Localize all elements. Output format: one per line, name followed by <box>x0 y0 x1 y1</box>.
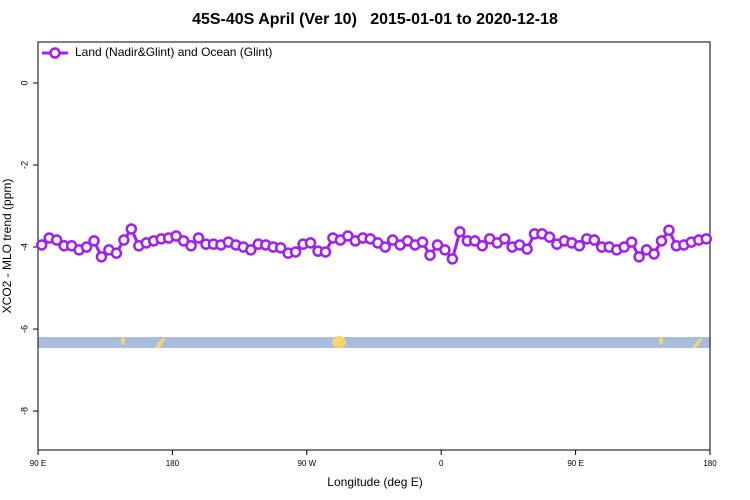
data-point <box>424 249 436 261</box>
land-patch <box>692 337 703 348</box>
data-point <box>573 240 586 252</box>
x-tick-label: 180 <box>703 459 717 468</box>
data-point <box>521 243 533 255</box>
data-point <box>50 234 63 246</box>
legend: Land (Nadir&Glint) and Ocean (Glint) <box>42 45 272 59</box>
x-tick-label: 180 <box>166 459 180 468</box>
data-point <box>304 237 317 249</box>
legend-label: Land (Nadir&Glint) and Ocean (Glint) <box>75 45 272 59</box>
data-point <box>498 233 511 245</box>
land-patch <box>659 337 663 345</box>
data-point <box>110 247 123 259</box>
data-point <box>446 253 459 265</box>
land-patch <box>155 337 166 348</box>
data-point <box>185 240 197 252</box>
data-point <box>118 234 130 246</box>
data-point <box>700 233 713 245</box>
land-patch <box>332 336 346 348</box>
data-point <box>543 231 556 243</box>
data-point <box>289 246 302 258</box>
data-point <box>379 241 391 253</box>
x-tick-label: 90 W <box>297 459 316 468</box>
data-point <box>125 223 138 235</box>
y-tick-label: -2 <box>19 161 29 169</box>
data-point <box>588 234 601 246</box>
data-point <box>319 246 332 258</box>
data-point <box>416 236 429 248</box>
data-point <box>633 251 645 263</box>
data-point <box>274 242 287 254</box>
legend-marker <box>49 47 61 59</box>
data-point <box>88 235 100 247</box>
land-strip <box>38 336 710 348</box>
data-point <box>439 244 451 256</box>
data-point <box>35 239 48 251</box>
x-tick-label: 90 E <box>567 459 583 468</box>
data-point <box>648 248 660 260</box>
y-tick-label: -8 <box>19 407 29 415</box>
x-axis-label: Longitude (deg E) <box>327 475 422 489</box>
land-patch <box>121 337 125 345</box>
data-point <box>625 236 638 248</box>
data-point <box>95 251 108 263</box>
ocean-band <box>38 337 710 348</box>
y-tick-label: 0 <box>19 80 29 85</box>
y-axis-label: XCO2 - MLO trend (ppm) <box>0 179 14 314</box>
data-point <box>655 235 668 247</box>
data-point <box>245 244 257 256</box>
data-point <box>454 226 466 238</box>
data-point <box>663 224 675 236</box>
x-tick-label: 90 E <box>30 459 46 468</box>
chart-title: 45S-40S April (Ver 10) 2015-01-01 to 202… <box>192 11 558 28</box>
y-tick-label: -4 <box>19 243 29 251</box>
x-tick-label: 0 <box>439 459 444 468</box>
data-point <box>80 241 93 253</box>
data-point <box>192 232 205 244</box>
data-point <box>476 240 489 252</box>
y-tick-label: -6 <box>19 325 29 333</box>
